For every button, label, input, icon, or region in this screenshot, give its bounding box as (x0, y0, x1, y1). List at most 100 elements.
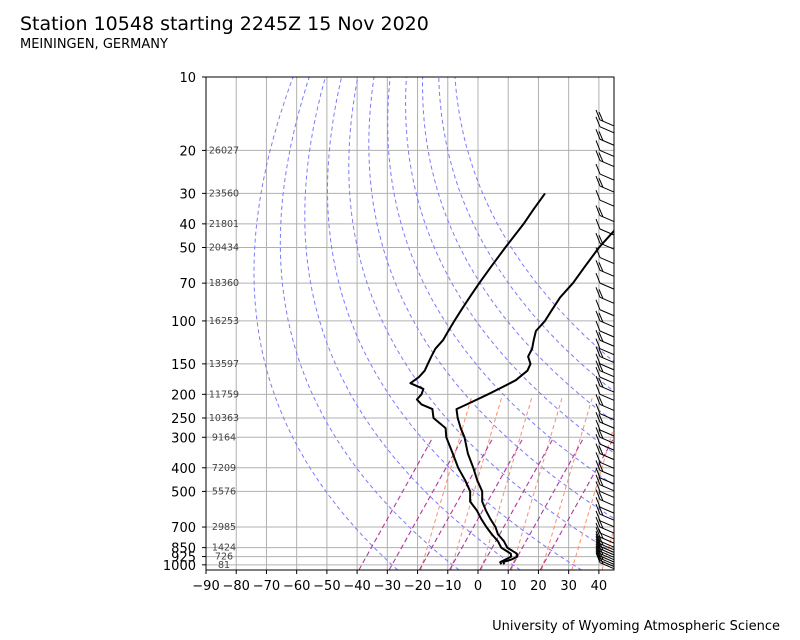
wind-barb (595, 433, 615, 451)
wind-barb (595, 205, 615, 223)
wind-barb (595, 384, 615, 401)
wind-barb (595, 346, 615, 364)
x-tick-label: 20 (530, 579, 547, 594)
x-tick-label: 0 (474, 579, 482, 594)
mixing-ratio-line (358, 439, 433, 570)
wind-barb (595, 403, 615, 421)
height-labels: 26027 23560 21801 20434 18360 16253 13597 11759… (209, 145, 239, 570)
height-label: 26027 (209, 145, 239, 156)
mixing-ratio-line (509, 439, 584, 570)
y-tick-label: 300 (171, 431, 196, 446)
y-tick-label: 925 (171, 551, 196, 566)
wind-barb (595, 531, 615, 548)
moist-adiabat (450, 396, 503, 570)
wind-barb (595, 533, 615, 551)
moist-adiabat (510, 396, 563, 570)
chart-title: Station 10548 starting 2245Z 15 Nov 2020 (20, 13, 429, 35)
height-label: 13597 (209, 359, 239, 370)
x-tick-label: −10 (434, 579, 461, 594)
wind-barb (595, 150, 615, 167)
wind-barb (595, 260, 615, 277)
credit-text: University of Wyoming Atmospheric Scienc… (492, 619, 780, 634)
height-label: 10363 (209, 413, 239, 424)
dry-adiabat (421, 77, 614, 423)
wind-barb (595, 190, 615, 207)
y-tick-label: 40 (179, 218, 196, 233)
height-label: 1424 (212, 543, 236, 554)
y-tick-label: 700 (171, 521, 196, 536)
dewpoint-line (409, 192, 546, 565)
height-label: 20434 (209, 242, 239, 253)
moist-adiabat (480, 396, 533, 570)
grid-lines (206, 77, 614, 570)
y-tick-label: 1000 (163, 559, 196, 574)
y-tick-label: 20 (179, 144, 196, 159)
y-axis-ticks: 10 20 30 40 50 70 100 150 200 250 300 400 500 700 8509… (163, 71, 206, 574)
wind-barb (595, 232, 615, 250)
wind-barb (595, 287, 615, 304)
y-tick-label: 250 (171, 412, 196, 427)
moist-adiabat (571, 424, 614, 570)
height-label: 11759 (209, 389, 239, 400)
wind-barb (595, 366, 615, 384)
mixing-ratio-line (479, 439, 553, 570)
y-tick-label: 500 (171, 485, 196, 500)
wind-barb (595, 481, 615, 498)
dry-adiabat (405, 77, 614, 454)
wind-barb (595, 504, 615, 521)
wind-barb (595, 419, 615, 437)
wind-barb (595, 522, 615, 540)
dry-adiabat (279, 77, 460, 570)
wind-barb (595, 489, 615, 507)
background-lines (253, 77, 614, 570)
wind-barb (595, 550, 615, 567)
y-tick-label: 850 (171, 542, 196, 557)
x-tick-label: −60 (283, 579, 310, 594)
mixing-ratio-line (449, 439, 523, 570)
x-tick-label: −70 (253, 579, 280, 594)
dry-adiabat (348, 77, 614, 554)
height-label: 16253 (209, 316, 239, 327)
wind-barb (595, 175, 615, 193)
temperature-line (455, 229, 614, 565)
x-tick-label: −40 (343, 579, 370, 594)
wind-barb (595, 247, 615, 265)
x-tick-label: −30 (374, 579, 401, 594)
wind-barb (595, 299, 615, 317)
wind-barb (595, 338, 615, 356)
wind-barb (595, 109, 615, 127)
x-tick-label: −50 (313, 579, 340, 594)
x-tick-label: −20 (404, 579, 431, 594)
chart-subtitle: MEININGEN, GERMANY (20, 37, 168, 52)
wind-barb (595, 218, 615, 236)
wind-barb (595, 360, 615, 378)
wind-barb (595, 536, 615, 553)
wind-barb (595, 140, 615, 157)
height-label: 2985 (212, 522, 236, 533)
y-tick-label: 100 (171, 315, 196, 330)
height-label: 9164 (212, 432, 236, 443)
mixing-ratio-line (418, 439, 493, 570)
wind-barb (595, 496, 615, 514)
y-tick-label: 400 (171, 462, 196, 477)
wind-barb (595, 330, 615, 347)
mixing-ratio-line (539, 439, 614, 570)
x-axis-ticks: −90 −80 −70 −60 −50 −40 −30 −20 −10 0 10 20 30 40 (192, 570, 607, 594)
moist-adiabat (420, 396, 473, 570)
dry-adiabat (454, 77, 614, 363)
y-tick-label: 10 (179, 71, 196, 86)
mixing-ratio-line (388, 439, 463, 570)
wind-barb (595, 474, 615, 492)
wind-barb (595, 443, 615, 461)
wind-barb (595, 452, 615, 469)
wind-barb (595, 394, 615, 411)
x-tick-label: 40 (591, 579, 608, 594)
plot-area (206, 77, 614, 570)
y-tick-label: 200 (171, 388, 196, 403)
wind-barb (595, 129, 615, 146)
wind-barb (595, 272, 615, 290)
wind-barb (595, 541, 615, 558)
wind-barb (595, 375, 615, 393)
height-label: 7209 (212, 463, 236, 474)
